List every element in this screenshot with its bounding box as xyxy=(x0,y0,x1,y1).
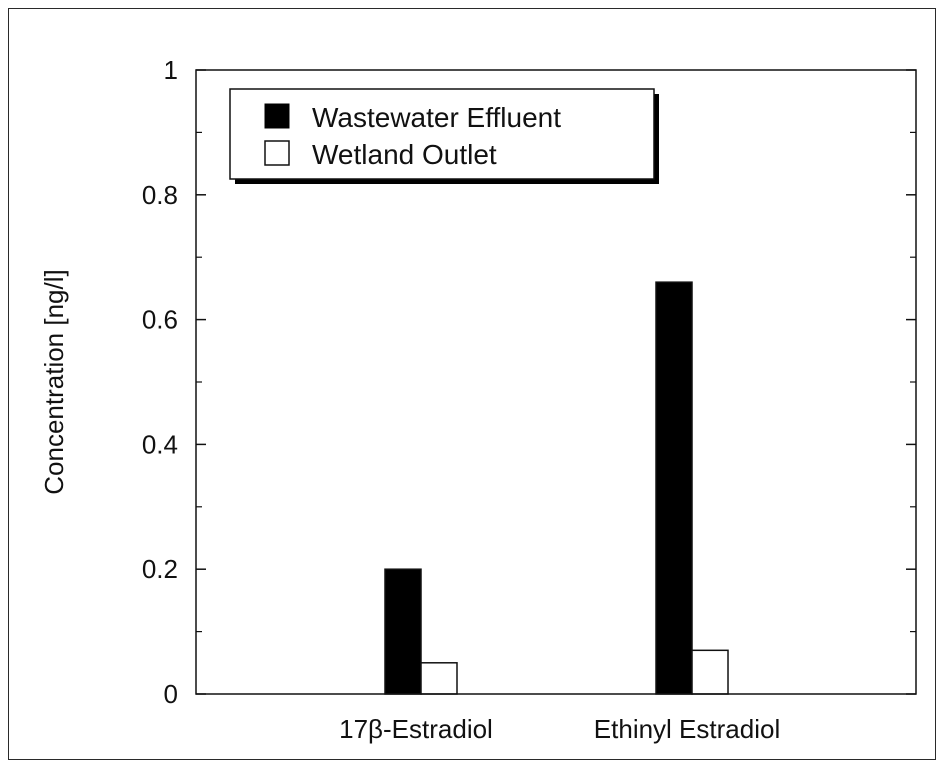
y-tick-label: 0.6 xyxy=(142,305,178,335)
legend-swatch-wastewater-effluent xyxy=(264,103,290,129)
y-tick-label: 1 xyxy=(164,55,178,85)
y-axis-label: Concentration [ng/l] xyxy=(39,269,69,494)
bar-wetland-outlet-0 xyxy=(420,662,458,695)
y-tick-label: 0.2 xyxy=(142,554,178,584)
y-tick-label: 0 xyxy=(164,679,178,709)
legend-swatch-wetland-outlet xyxy=(264,140,290,166)
x-axis-category-labels: 17β-Estradiol Ethinyl Estradiol xyxy=(339,714,780,744)
y-tick-label: 0.4 xyxy=(142,429,178,459)
bars xyxy=(384,281,729,695)
x-category-label: Ethinyl Estradiol xyxy=(594,714,780,744)
legend-label-wetland-outlet: Wetland Outlet xyxy=(312,139,497,170)
legend-box xyxy=(229,88,655,180)
legend: Wastewater Effluent Wetland Outlet xyxy=(229,88,659,184)
x-category-label: 17β-Estradiol xyxy=(339,714,493,744)
y-tick-label: 0.8 xyxy=(142,180,178,210)
bar-wastewater-effluent-1 xyxy=(655,281,693,695)
y-axis-ticks: 0 0.2 0.4 0.6 0.8 1 xyxy=(142,55,916,709)
legend-label-wastewater-effluent: Wastewater Effluent xyxy=(312,102,561,133)
bar-wetland-outlet-1 xyxy=(691,649,729,695)
plot-area xyxy=(195,69,917,695)
bar-wastewater-effluent-0 xyxy=(384,568,422,695)
